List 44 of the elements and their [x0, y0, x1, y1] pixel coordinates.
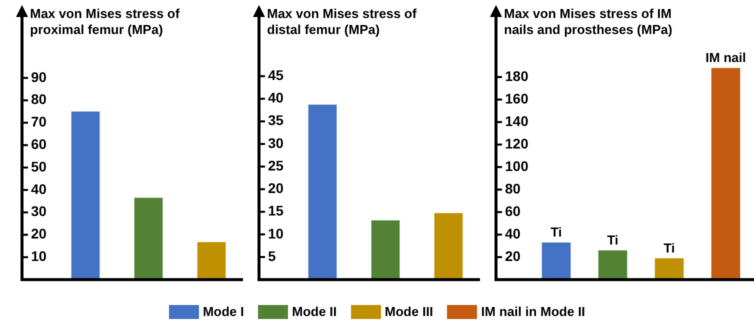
y-tick-label: 20: [505, 248, 521, 264]
data-label: Ti: [664, 240, 675, 256]
bar: [134, 198, 163, 280]
y-tick-label: 80: [31, 91, 47, 108]
bar: [308, 104, 337, 280]
y-tick-label: 30: [268, 134, 284, 151]
data-label: IM nail: [706, 50, 746, 66]
bar: [371, 220, 400, 280]
y-tick-label: 60: [31, 136, 47, 152]
legend-label: IM nail in Mode II: [481, 304, 586, 319]
y-tick-label: 70: [31, 114, 47, 130]
legend-label: Mode III: [384, 304, 434, 319]
y-tick-label: 10: [31, 248, 47, 264]
y-tick-label: 35: [268, 112, 284, 128]
chart-title: Max von Mises stress of IM nails and prostheses (MPa): [504, 6, 674, 38]
y-tick-label: 140: [505, 112, 529, 129]
y-tick-label: 25: [268, 157, 284, 174]
y-tick-label: 120: [505, 135, 529, 152]
data-label: Ti: [607, 232, 618, 248]
y-tick-label: 5: [268, 248, 276, 264]
chart-title: Max von Mises stress of proximal femur (MPa): [30, 6, 181, 38]
y-tick-label: 160: [505, 90, 529, 106]
y-tick-label: 180: [505, 68, 529, 84]
y-tick-label: 45: [268, 67, 284, 84]
y-tick-label: 100: [505, 158, 529, 174]
y-tick-label: 50: [31, 158, 47, 174]
y-tick-label: 20: [31, 226, 47, 242]
bar: [197, 242, 226, 280]
bar: [434, 213, 463, 280]
bar: [71, 112, 100, 280]
y-tick-label: 30: [31, 203, 47, 220]
data-label: Ti: [550, 224, 562, 240]
y-tick-label: 40: [268, 90, 284, 106]
y-tick-label: 20: [268, 180, 284, 196]
y-tick-label: 60: [505, 202, 521, 219]
legend-label: Mode II: [292, 304, 337, 319]
chart-title: Max von Mises stress of distal femur (MPa): [267, 6, 418, 38]
y-tick-label: 80: [505, 180, 521, 196]
legend-label: Mode I: [202, 304, 244, 319]
y-tick-label: 15: [268, 202, 284, 219]
y-tick-label: 90: [31, 68, 47, 85]
y-tick-label: 40: [31, 180, 47, 197]
y-tick-label: 40: [505, 225, 521, 242]
y-tick-label: 10: [268, 225, 284, 242]
